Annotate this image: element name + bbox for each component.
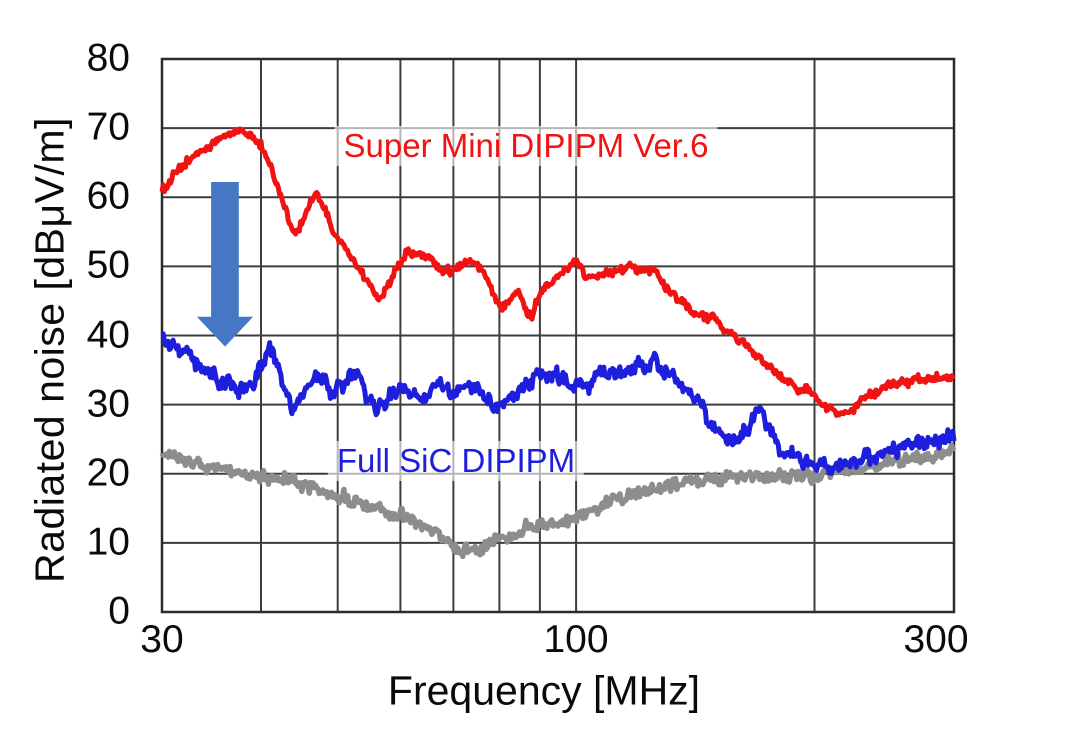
y-tick-label: 80 [86, 36, 130, 80]
curve-background-noise-floor [159, 442, 957, 560]
x-tick-label: 30 [140, 618, 184, 661]
series-label-full-sic: Full SiC DIPIPM [327, 441, 585, 481]
curve-full-sic-dipipm [160, 331, 957, 476]
y-tick-label: 40 [86, 313, 130, 357]
x-tick-label: 100 [543, 618, 609, 661]
y-tick-label: 60 [86, 174, 130, 218]
y-tick-label: 70 [86, 105, 130, 149]
y-tick-label: 0 [108, 589, 130, 633]
x-tick-label: 300 [903, 618, 969, 661]
y-tick-label: 50 [86, 243, 130, 287]
x-axis-title: Frequency [MHz] [387, 667, 701, 714]
y-tick-label: 10 [86, 520, 130, 564]
noise-reduction-arrow [196, 182, 254, 347]
curve-super-mini-dipipm-ver6 [159, 126, 956, 418]
y-tick-label: 30 [86, 382, 130, 426]
y-tick-label: 20 [86, 451, 130, 495]
series-label-super-mini: Super Mini DIPIPM Ver.6 [334, 126, 718, 166]
